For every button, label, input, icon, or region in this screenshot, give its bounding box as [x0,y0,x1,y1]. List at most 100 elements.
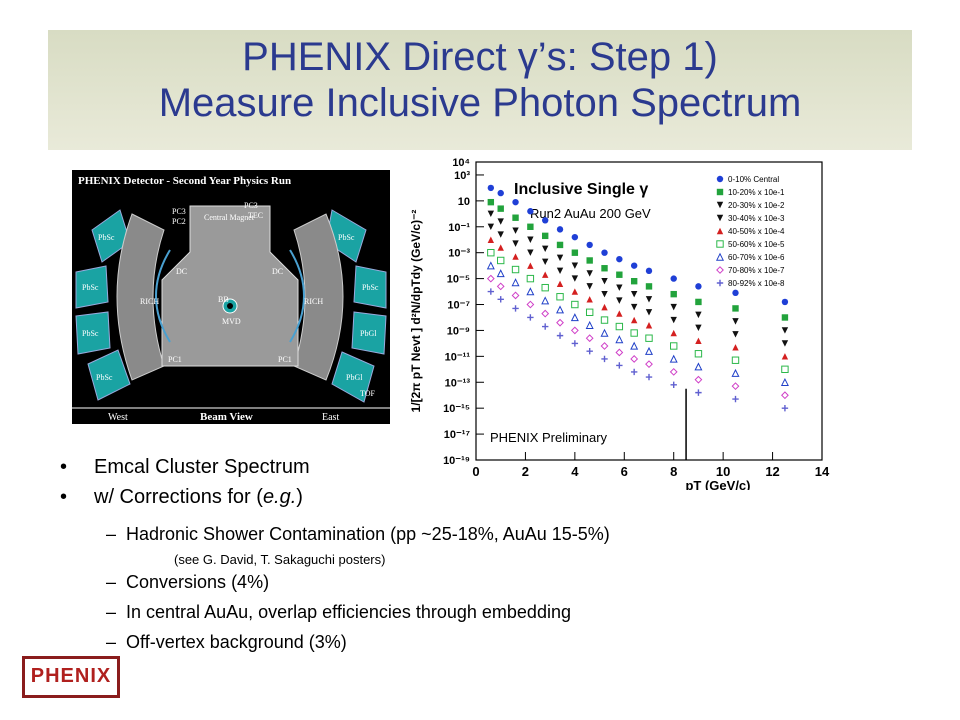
point-s2-p12 [670,303,677,311]
bullet-2-pre: w/ Corrections for ( [94,486,263,508]
point-s3-p9 [616,297,623,304]
sub-bullet-4: – Off-vertex background (3%) [106,632,347,652]
point-s4-p6 [571,288,579,295]
point-s6-p7 [585,320,594,329]
point-s8-p11 [645,373,653,381]
legend-marker-8 [716,279,724,287]
x-tick-label-7: 14 [815,464,830,479]
point-s6-p12 [669,354,678,363]
point-s7-p7 [585,334,594,343]
point-s5-p4 [541,283,549,292]
point-s3-p10 [630,303,638,311]
label-tof: TOF [360,389,376,398]
point-s7-p4 [541,309,550,318]
point-s7-p11 [645,360,653,369]
point-s1-p9 [616,271,623,278]
detector-diagram: PHENIX Detector - Second Year Physics Ru… [72,170,390,424]
point-s0-p6 [571,233,579,241]
point-s0-p4 [542,217,549,224]
point-s7-p15 [781,391,789,400]
point-s3-p8 [601,290,608,298]
label-bb: BB [218,295,229,304]
point-s6-p0 [486,261,495,270]
point-s7-p0 [486,274,495,283]
label-dc-e: DC [272,267,283,276]
point-s5-p6 [571,300,579,309]
label-pbsc-w1: PbSc [98,233,115,242]
point-s7-p1 [496,282,505,291]
y-axis-title: 1/[2π pT Nevt ] d²N/dpTdy (GeV/c)⁻² [409,210,423,413]
legend-marker-4 [716,227,724,235]
pbsc-east-2 [353,265,387,309]
point-s1-p0 [487,198,495,206]
point-s4-p5 [556,280,564,287]
point-s1-p1 [497,205,504,212]
bullet-2-post: ) [296,486,303,508]
point-s1-p4 [542,232,549,240]
point-s4-p2 [512,253,519,260]
legend-marker-7 [716,266,724,274]
y-tick-label-11: 10⁻¹⁹ [443,455,470,467]
x-tick-label-5: 10 [716,464,730,479]
pbsc-west-4 [87,349,131,401]
point-s5-p9 [615,322,624,331]
y-tick-label-2: 10⁻¹ [448,222,470,234]
sub-bullet-2-text: Conversions (4%) [126,572,270,592]
legend-label-5: 50-60% x 10e-5 [728,240,785,249]
point-s2-p0 [487,210,495,218]
point-s1-p10 [630,278,638,285]
legend-label-7: 70-80% x 10e-7 [728,266,785,275]
point-s0-p3 [527,208,534,215]
sub-bullet-2: – Conversions (4%) [106,572,270,592]
point-s3-p1 [497,231,504,238]
title-line-2: Measure Inclusive Photon Spectrum [158,81,802,125]
pbsc-west-2 [75,265,109,309]
point-s1-p12 [670,290,677,298]
point-s7-p10 [630,355,639,363]
title-line-1: PHENIX Direct γ’s: Step 1) [242,35,718,79]
legend-label-1: 10-20% x 10e-1 [728,188,785,197]
legend-marker-0 [716,175,724,183]
label-pbsc-w4: PbSc [96,373,113,382]
point-s8-p2 [512,305,519,312]
y-tick-label-9: 10⁻¹⁵ [443,403,470,415]
pbgl-east-1 [351,311,387,355]
point-s5-p3 [526,274,535,283]
point-s1-p3 [527,223,534,230]
point-s3-p6 [571,275,579,282]
label-pbsc-w2: PbSc [82,283,99,292]
label-magnet: Central Magnet [204,213,255,222]
point-s0-p10 [630,262,638,269]
point-s8-p0 [487,288,495,295]
point-s3-p12 [670,316,677,324]
sub-bullet-1-text: Hadronic Shower Contamination (pp ~25-18… [126,524,610,544]
label-east: East [322,412,339,423]
point-s1-p7 [586,257,593,264]
y-tick-label-top: 10⁴ [452,157,470,169]
point-s7-p5 [556,318,564,327]
point-s4-p11 [645,322,653,329]
pbsc-west-3 [75,311,111,355]
point-s4-p4 [542,271,549,278]
point-s7-p8 [600,342,609,350]
legend-label-2: 20-30% x 10e-2 [728,201,785,210]
point-s2-p6 [571,262,579,269]
point-s6-p1 [496,269,505,278]
bullet-2-text: w/ Corrections for (e.g.) [94,486,303,509]
point-s1-p8 [601,265,608,272]
point-s7-p3 [526,300,535,309]
point-s2-p3 [527,236,534,243]
point-s6-p15 [780,377,789,386]
point-s5-p13 [694,350,703,358]
y-tick-label-0: 10³ [454,170,470,182]
sub-bullet-1: – Hadronic Shower Contamination (pp ~25-… [106,524,610,544]
point-s4-p0 [487,236,495,243]
point-s6-p11 [644,346,654,355]
label-dc-w: DC [176,267,187,276]
point-s5-p7 [585,308,594,316]
sub-bullet-3: – In central AuAu, overlap efficiencies … [106,602,571,622]
legend-label-0: 0-10% Central [728,175,779,184]
legend-marker-6 [715,252,725,261]
point-s3-p5 [556,267,564,275]
legend-label-8: 80-92% x 10e-8 [728,279,785,288]
